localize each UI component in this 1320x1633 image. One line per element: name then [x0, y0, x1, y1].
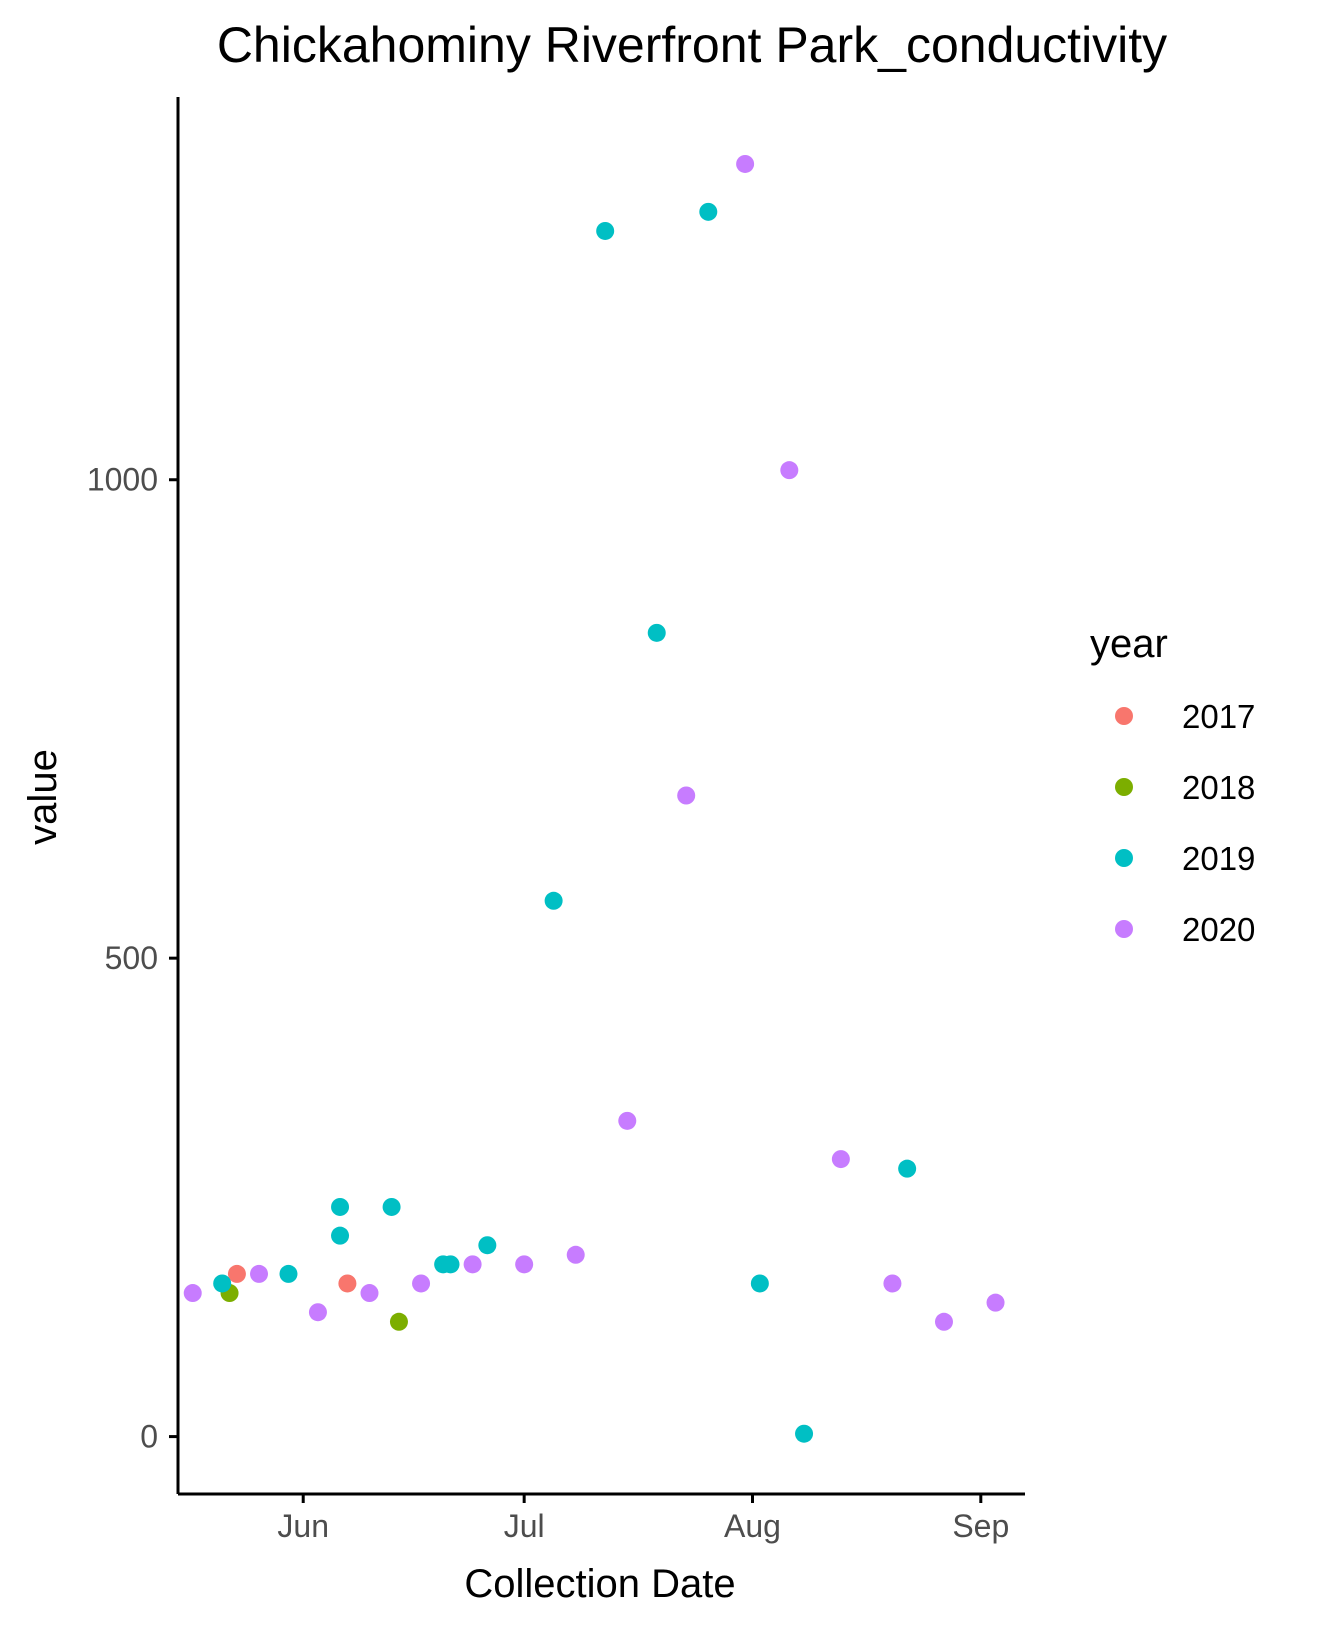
data-point-2019: [750, 1274, 769, 1293]
legend-key-2017: [1115, 707, 1133, 725]
data-points: [183, 154, 1005, 1443]
data-point-2019: [699, 202, 718, 221]
data-point-2017: [338, 1274, 357, 1293]
data-point-2020: [618, 1111, 637, 1130]
data-point-2020: [883, 1274, 902, 1293]
y-axis-title: value: [21, 749, 65, 845]
data-point-2020: [677, 786, 696, 805]
data-point-2019: [478, 1236, 497, 1255]
x-axis-title: Collection Date: [464, 1562, 735, 1606]
x-tick-label: Jun: [277, 1508, 329, 1544]
data-point-2019: [544, 891, 563, 910]
data-point-2019: [382, 1197, 401, 1216]
data-point-2019: [279, 1264, 298, 1283]
data-point-2020: [780, 461, 799, 480]
legend-label-2017: 2017: [1182, 698, 1255, 735]
chart-title: Chickahominy Riverfront Park_conductivit…: [217, 17, 1167, 73]
data-point-2020: [250, 1264, 269, 1283]
data-point-2020: [831, 1150, 850, 1169]
data-point-2019: [596, 221, 615, 240]
legend-label-2018: 2018: [1182, 769, 1255, 806]
data-point-2020: [934, 1312, 953, 1331]
y-tick-label: 1000: [87, 462, 158, 498]
data-point-2020: [566, 1245, 585, 1264]
legend-key-2020: [1115, 920, 1133, 938]
data-point-2019: [441, 1255, 460, 1274]
data-point-2017: [227, 1264, 246, 1283]
y-axis-ticks: 0 500 1000: [87, 462, 178, 1455]
data-point-2019: [331, 1197, 350, 1216]
data-point-2019: [898, 1159, 917, 1178]
x-tick-label: Sep: [952, 1508, 1009, 1544]
x-axis-ticks: Jun Jul Aug Sep: [277, 1494, 1009, 1544]
data-point-2020: [463, 1255, 482, 1274]
x-tick-label: Jul: [504, 1508, 545, 1544]
data-point-2019: [213, 1274, 232, 1293]
x-tick-label: Aug: [724, 1508, 781, 1544]
data-point-2020: [308, 1303, 327, 1322]
legend: year 2017 2018 2019 2020: [1090, 622, 1255, 948]
data-point-2018: [389, 1312, 408, 1331]
data-point-2019: [331, 1226, 350, 1245]
legend-label-2020: 2020: [1182, 911, 1255, 948]
legend-items: 2017 2018 2019 2020: [1115, 698, 1255, 948]
data-point-2019: [795, 1424, 814, 1443]
legend-key-2019: [1115, 849, 1133, 867]
y-tick-label: 500: [105, 940, 158, 976]
y-tick-label: 0: [140, 1419, 158, 1455]
data-point-2020: [736, 154, 755, 173]
data-point-2020: [986, 1293, 1005, 1312]
legend-label-2019: 2019: [1182, 840, 1255, 877]
legend-key-2018: [1115, 778, 1133, 796]
data-point-2020: [515, 1255, 534, 1274]
data-point-2019: [647, 623, 666, 642]
data-point-2020: [412, 1274, 431, 1293]
legend-title: year: [1090, 622, 1168, 666]
data-point-2020: [183, 1284, 202, 1303]
plot-area: 0 500 1000 Jun Jul Aug Sep: [87, 97, 1025, 1544]
data-point-2020: [360, 1284, 379, 1303]
